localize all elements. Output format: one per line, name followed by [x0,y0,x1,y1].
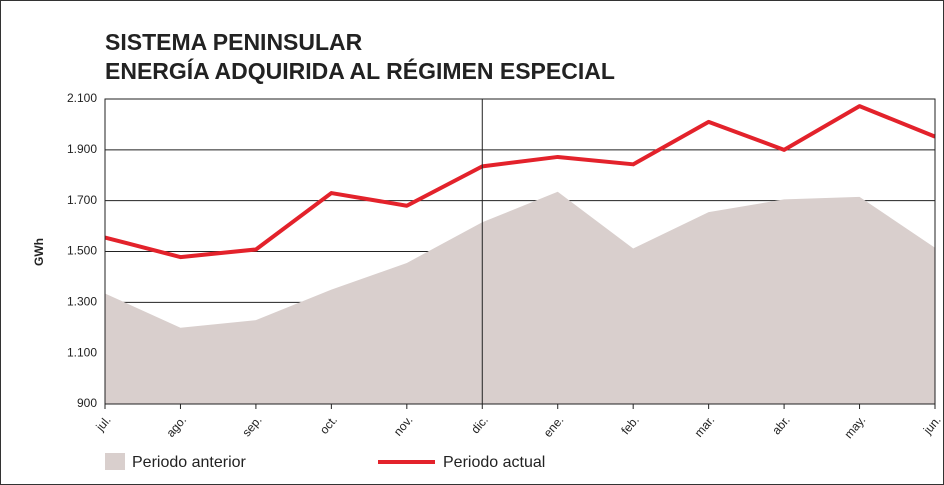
y-tick-label: 2.100 [67,91,97,105]
chart-title: ENERGÍA ADQUIRIDA AL RÉGIMEN ESPECIAL [105,57,615,84]
plot-frame [104,98,936,405]
y-tick-label: 1.500 [67,244,97,258]
area [105,191,935,404]
line [104,104,936,260]
y-tick-label: 1.700 [67,193,97,207]
y-tick-label: 900 [77,396,97,410]
chart-title: SISTEMA PENINSULAR [105,29,363,55]
y-tick-label: 1.300 [67,295,97,309]
legend-swatch [105,453,125,470]
y-tick-label: 1.900 [67,142,97,156]
y-axis-label: GWh [32,238,46,266]
y-tick-label: 1.100 [67,345,97,359]
legend-label: Periodo anterior [132,454,247,471]
legend-label: Periodo actual [443,454,545,471]
